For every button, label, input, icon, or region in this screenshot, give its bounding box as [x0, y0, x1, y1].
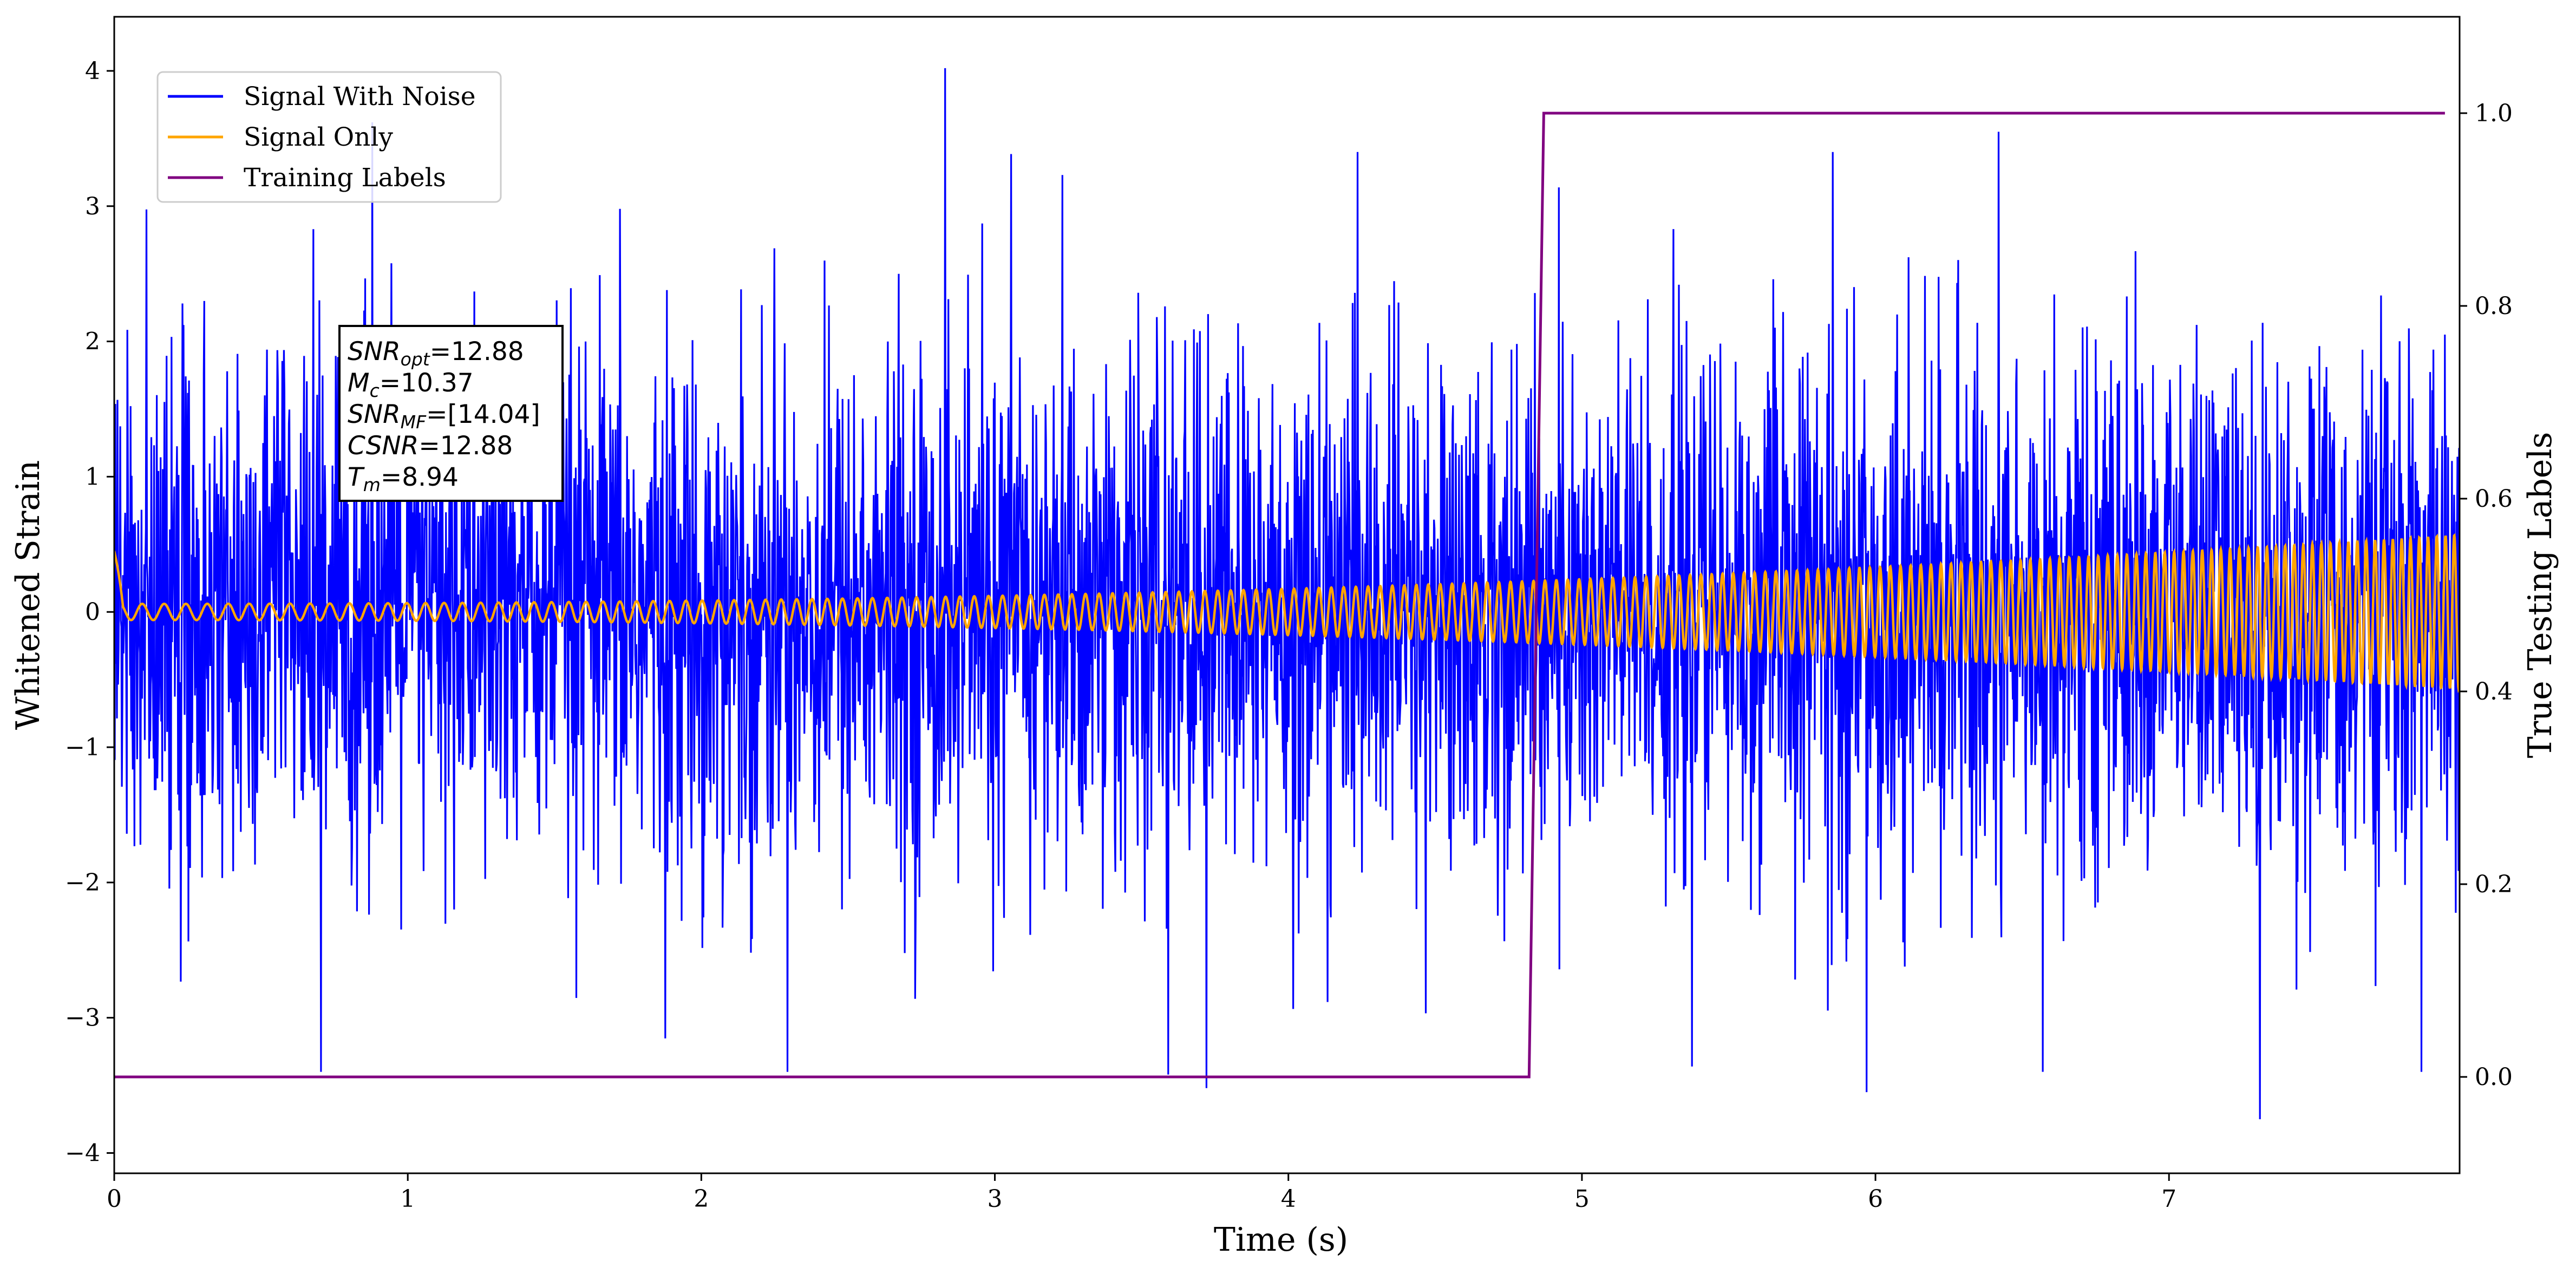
- annotation-box: [338, 325, 564, 502]
- y-right-tick-label: 0.8: [2475, 292, 2513, 320]
- y-tick-label: −2: [65, 869, 100, 897]
- x-tick-label: 1: [400, 1185, 415, 1213]
- x-tick-label: 5: [1574, 1185, 1590, 1213]
- x-axis-title: Time (s): [1214, 1221, 1348, 1259]
- y-tick-label: 1: [85, 463, 100, 491]
- y-tick-label: 3: [85, 193, 100, 220]
- x-tick-label: 3: [988, 1185, 1003, 1213]
- y-tick-label: −1: [65, 734, 100, 761]
- y-axis-title: Whitened Strain: [9, 460, 47, 730]
- legend-label-signal-with-noise: Signal With Noise: [244, 82, 476, 112]
- legend-box: [156, 71, 502, 203]
- annotation-line: Mc=10.37: [348, 368, 474, 401]
- x-tick-label: 0: [107, 1185, 122, 1213]
- annotation-line: Tm=8.94: [348, 462, 459, 495]
- legend-label-training-labels: Training Labels: [244, 163, 446, 193]
- x-tick-label: 6: [1868, 1185, 1883, 1213]
- y-right-tick-label: 0.2: [2475, 871, 2513, 898]
- series-signal-only: [114, 533, 2460, 694]
- y-right-tick-label: 0.0: [2475, 1063, 2513, 1091]
- parameter-annotation: SNRopt=12.88Mc=10.37SNRMF=[14.04]CSNR=12…: [338, 325, 564, 502]
- y-right-tick-label: 0.6: [2475, 485, 2513, 513]
- legend: Signal With Noise Signal Only Training L…: [156, 71, 502, 203]
- annotation-line: SNRMF=[14.04]: [348, 400, 540, 433]
- y-right-tick-label: 0.4: [2475, 678, 2513, 705]
- x-tick-label: 7: [2161, 1185, 2176, 1213]
- x-tick-label: 2: [694, 1185, 709, 1213]
- y-tick-label: 0: [85, 598, 100, 626]
- y-tick-label: −3: [65, 1004, 100, 1032]
- series-signal-with-noise: [114, 68, 2460, 1120]
- x-tick-label: 4: [1281, 1185, 1296, 1213]
- annotation-line: CSNR=12.88: [348, 431, 513, 461]
- axes: 0 1 2 3 4 5 6 7 4 3 2 1 0 −1 −2 −3 −4 0.0 0.2 0.4 0.6 0.8 1.0: [65, 57, 2513, 1213]
- annotation-line: SNRopt=12.88: [348, 337, 524, 370]
- y-tick-label: 4: [85, 57, 100, 85]
- plot-frame: [113, 16, 2461, 1174]
- y-axis-right-title: True Testing Labels: [2521, 432, 2559, 759]
- y-tick-label: 2: [85, 328, 100, 356]
- series-training-labels: [114, 112, 2445, 1079]
- legend-label-signal-only: Signal Only: [244, 122, 393, 152]
- y-tick-label: −4: [65, 1140, 100, 1167]
- y-right-tick-label: 1.0: [2475, 100, 2513, 127]
